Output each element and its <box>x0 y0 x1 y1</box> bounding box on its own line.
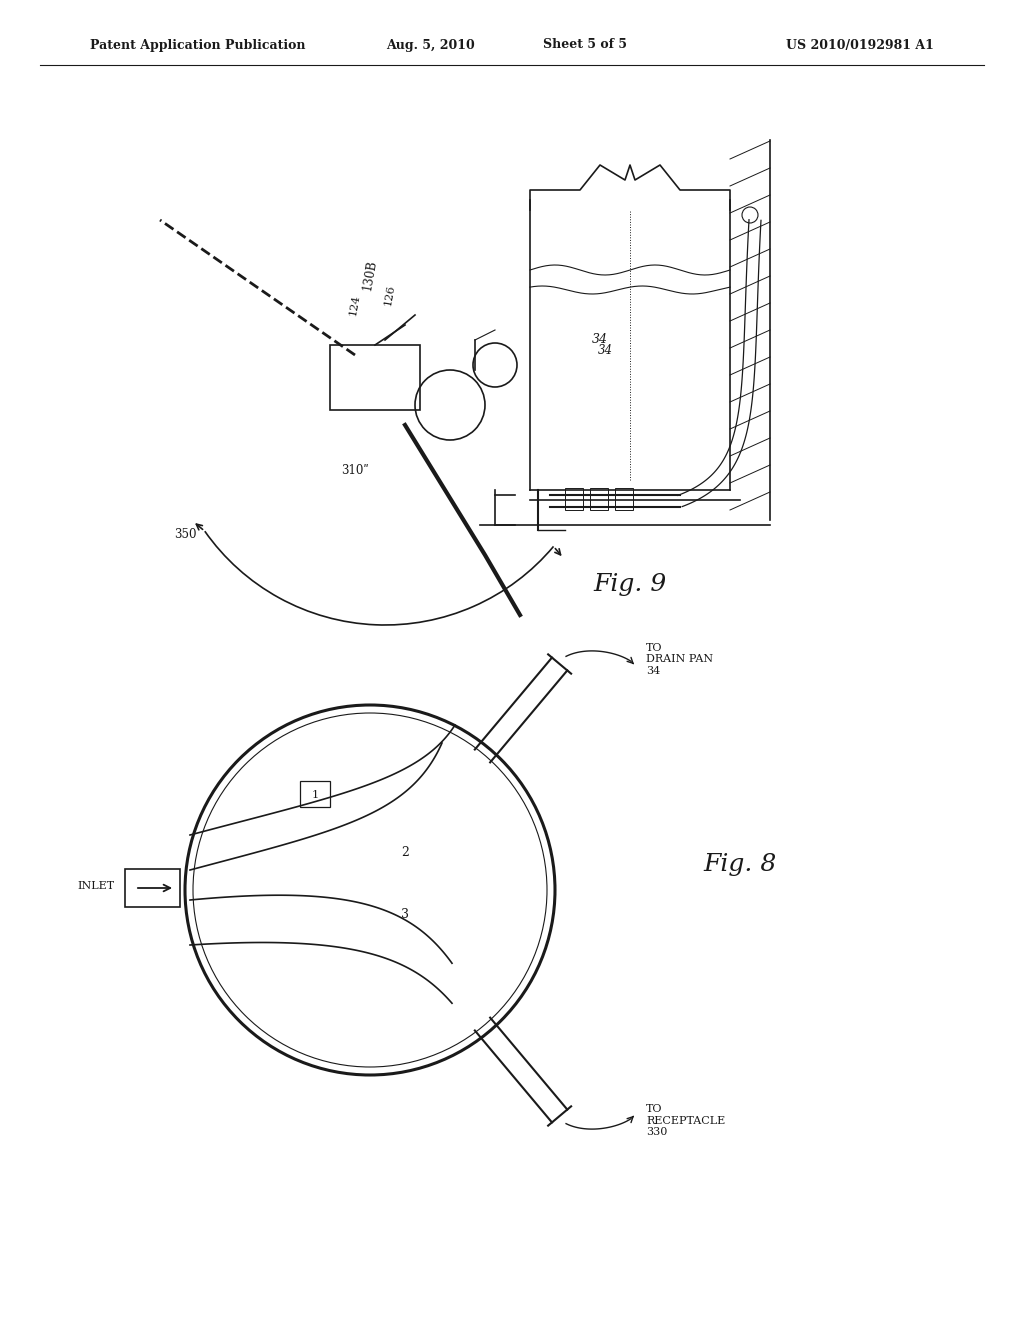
Text: 34: 34 <box>592 334 608 346</box>
Text: 2: 2 <box>401 846 409 858</box>
Text: 126: 126 <box>383 284 396 306</box>
Text: Fig. 8: Fig. 8 <box>703 854 776 876</box>
Text: 350: 350 <box>174 528 197 541</box>
Text: INLET: INLET <box>78 880 115 891</box>
Text: US 2010/0192981 A1: US 2010/0192981 A1 <box>786 38 934 51</box>
Bar <box>125 869 180 907</box>
Bar <box>590 488 608 510</box>
Text: Patent Application Publication: Patent Application Publication <box>90 38 305 51</box>
Text: 130B: 130B <box>360 259 379 292</box>
Text: Fig. 9: Fig. 9 <box>593 573 667 597</box>
Text: 310ʺ: 310ʺ <box>341 463 369 477</box>
Bar <box>565 488 583 510</box>
Text: 3: 3 <box>401 908 409 921</box>
Bar <box>330 345 420 411</box>
Text: 124: 124 <box>348 293 361 317</box>
Text: TO
RECEPTACLE
330: TO RECEPTACLE 330 <box>646 1104 725 1138</box>
Text: TO
DRAIN PAN
34: TO DRAIN PAN 34 <box>646 643 713 676</box>
Bar <box>615 488 633 510</box>
Text: 34: 34 <box>597 343 612 356</box>
Text: 1: 1 <box>311 789 318 800</box>
Text: Aug. 5, 2010: Aug. 5, 2010 <box>386 38 474 51</box>
Text: Sheet 5 of 5: Sheet 5 of 5 <box>543 38 627 51</box>
Bar <box>300 781 330 807</box>
